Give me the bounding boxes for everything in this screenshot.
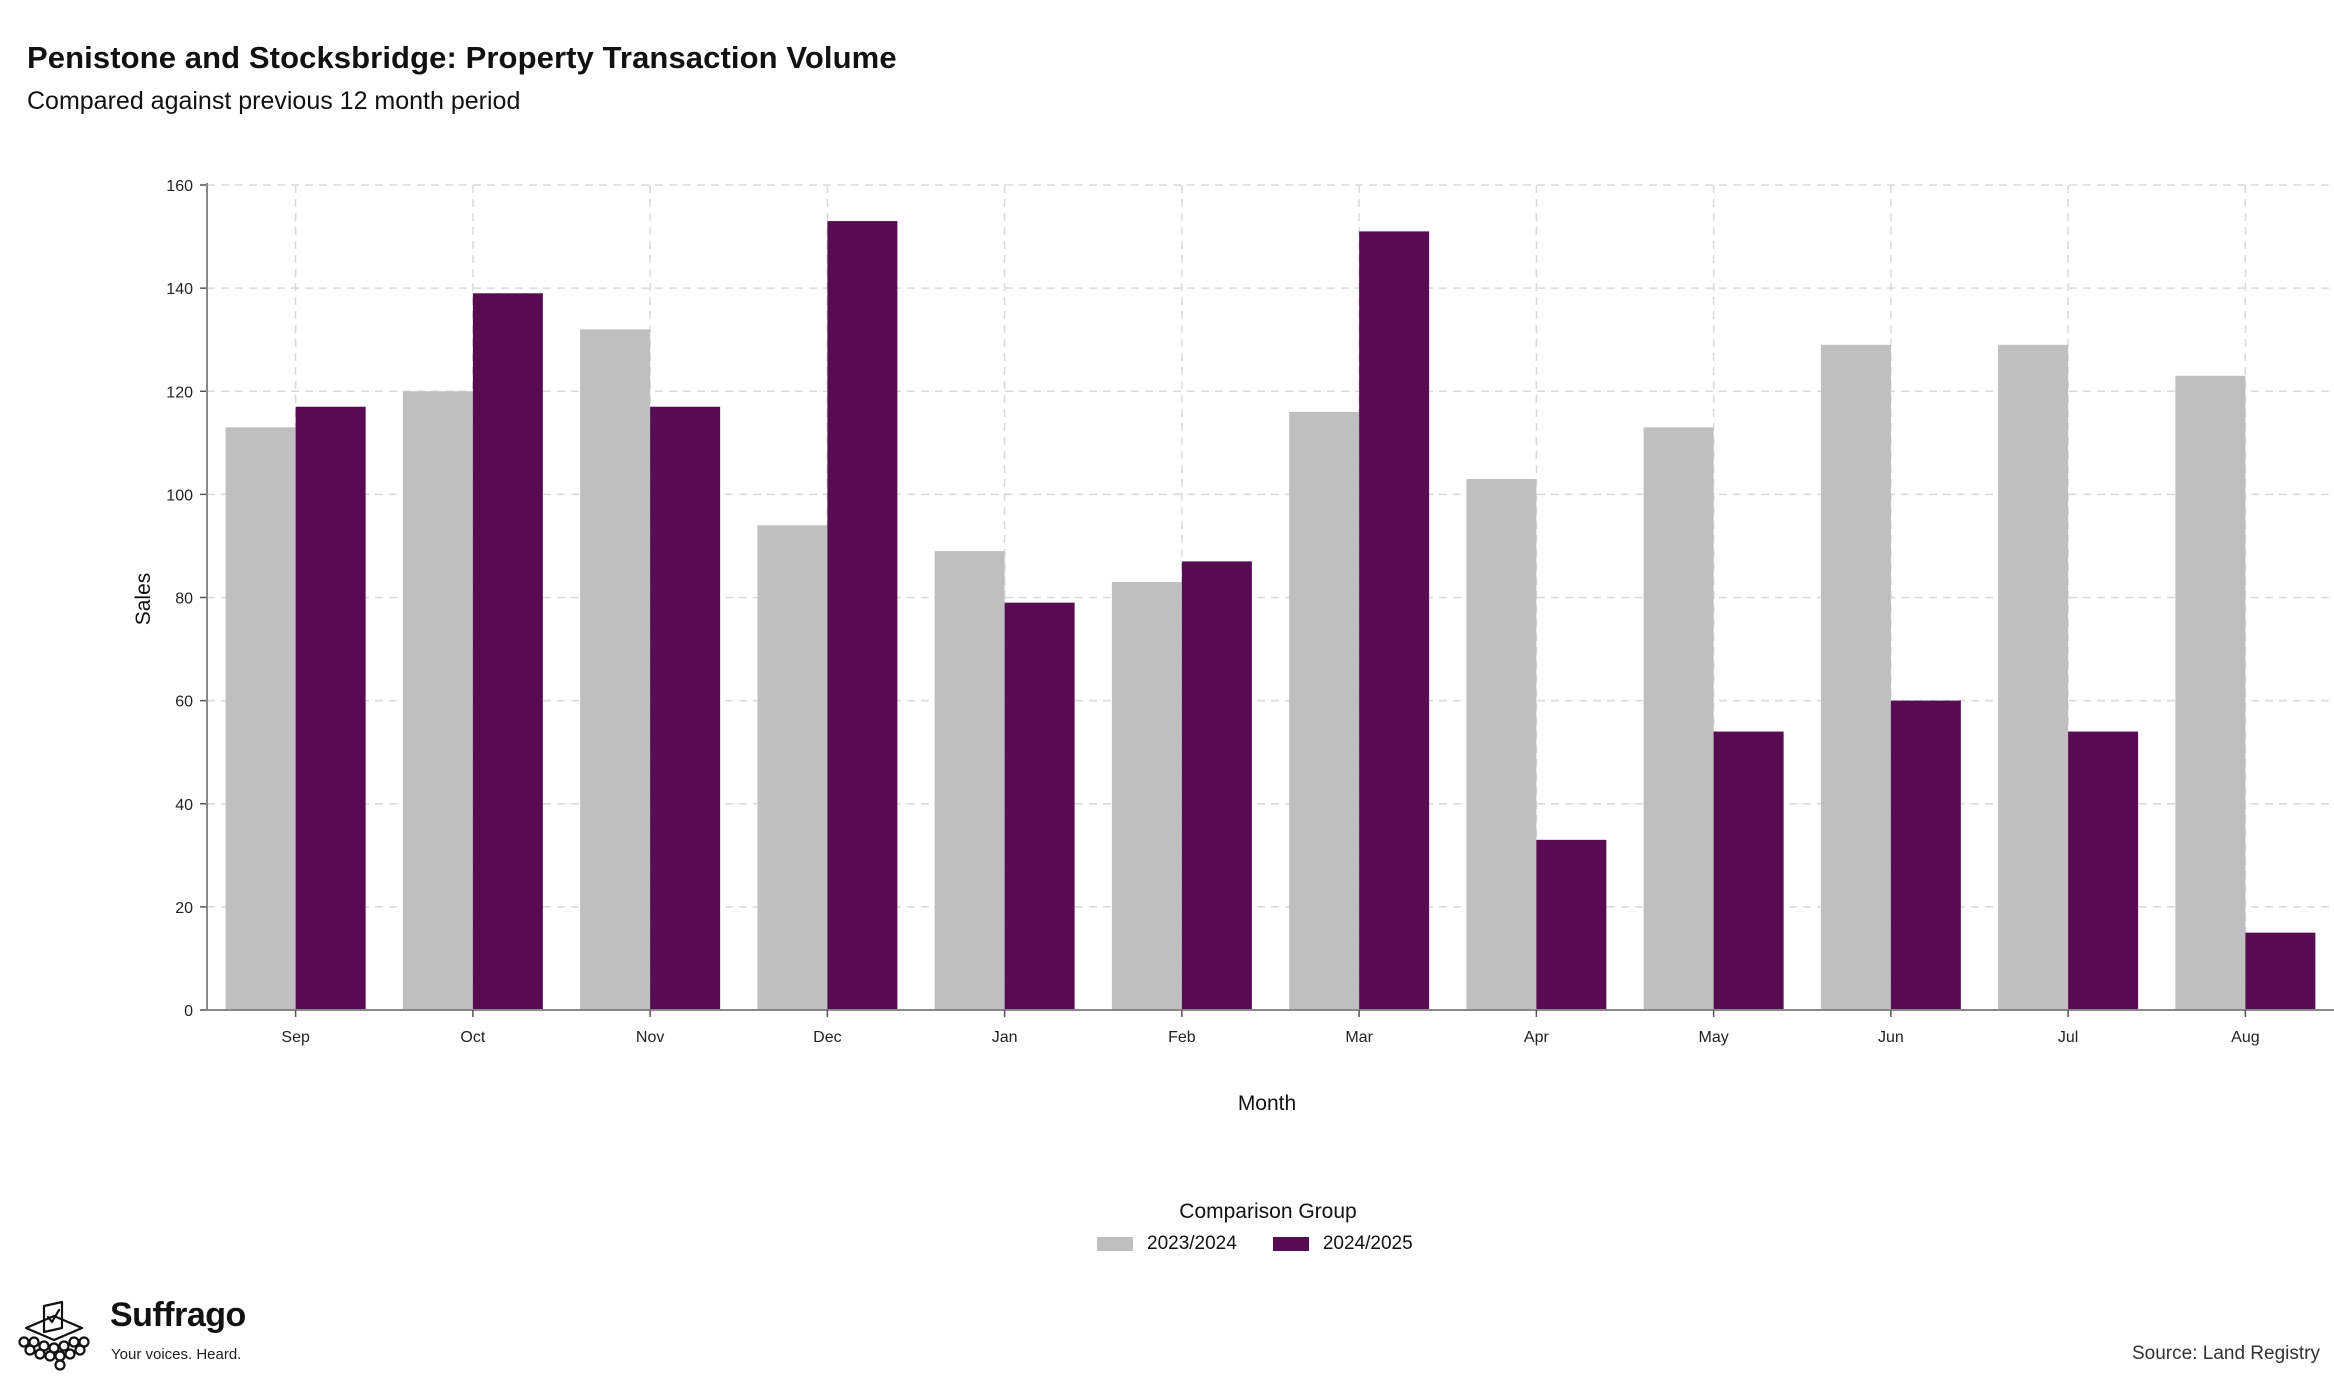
bar-2024-2025-mar: [1359, 231, 1430, 1010]
y-tick-label: 160: [166, 178, 193, 195]
y-tick-label: 0: [184, 1003, 193, 1020]
bar-2024-2025-apr: [1536, 839, 1607, 1010]
x-tick-label: Nov: [636, 1029, 664, 1046]
brand-tagline: Your voices. Heard.: [111, 1346, 242, 1363]
bar-2024-2025-nov: [650, 406, 721, 1010]
x-tick-label: May: [1699, 1029, 1729, 1046]
y-tick-label: 60: [175, 694, 193, 711]
bar-2024-2025-jan: [1004, 602, 1075, 1010]
axes: 0 20 40 60 80 100 120 140 160 Sep Oct Nov Dec Jan Feb M…: [166, 178, 2334, 1046]
bar-2023-2024-apr: [1466, 478, 1537, 1010]
legend-label-2023-2024: 2023/2024: [1147, 1233, 1237, 1254]
bar-2024-2025-jun: [1890, 700, 1961, 1010]
brand-name: Suffrago: [110, 1296, 246, 1334]
bar-2023-2024-nov: [580, 329, 651, 1010]
legend: Comparison Group 2023/2024 2024/2025: [0, 1200, 2334, 1270]
x-tick-label: Mar: [1345, 1029, 1373, 1046]
legend-swatch-2023-2024: [1097, 1237, 1133, 1251]
y-tick-label: 20: [175, 900, 193, 917]
x-tick-label: Apr: [1524, 1029, 1550, 1046]
bar-2023-2024-oct: [402, 391, 473, 1010]
chart-subtitle: Compared against previous 12 month perio…: [27, 87, 521, 115]
chart-title: Penistone and Stocksbridge: Property Tra…: [27, 40, 897, 75]
x-tick-label: Jan: [992, 1029, 1018, 1046]
x-tick-label: Dec: [813, 1029, 841, 1046]
bar-2024-2025-sep: [295, 406, 366, 1010]
y-axis-title: Sales: [132, 573, 155, 626]
y-tick-label: 140: [166, 281, 193, 298]
bar-2023-2024-aug: [2175, 375, 2246, 1010]
legend-title: Comparison Group: [1179, 1200, 1357, 1223]
bar-2024-2025-dec: [827, 221, 898, 1010]
y-tick-label: 40: [175, 797, 193, 814]
legend-item-2024-2025: 2024/2025: [1272, 1233, 1413, 1255]
bar-2024-2025-aug: [2245, 932, 2316, 1010]
legend-item-2023-2024: 2023/2024: [1097, 1233, 1237, 1255]
source-note: Source: Land Registry: [2132, 1343, 2320, 1364]
x-tick-label: Jun: [1878, 1029, 1904, 1046]
bars: [225, 221, 2316, 1010]
bar-2023-2024-sep: [225, 427, 296, 1010]
x-tick-label: Sep: [281, 1029, 310, 1046]
legend-items: 2023/2024 2024/2025: [1097, 1233, 1413, 1255]
bar-2023-2024-jun: [1820, 344, 1891, 1010]
bar-2023-2024-mar: [1289, 411, 1360, 1010]
y-tick-label: 80: [175, 591, 193, 608]
y-tick-label: 120: [166, 384, 193, 401]
bar-2023-2024-feb: [1111, 582, 1182, 1010]
x-tick-label: Oct: [460, 1029, 485, 1046]
bar-2024-2025-jul: [2068, 731, 2139, 1010]
ballot-box-icon: [18, 1300, 90, 1371]
bar-2023-2024-jul: [1998, 344, 2069, 1010]
x-axis-title: Month: [1238, 1092, 1296, 1115]
legend-swatch-2024-2025: [1272, 1237, 1309, 1251]
x-tick-label: Jul: [2058, 1029, 2078, 1046]
bar-2024-2025-feb: [1181, 561, 1252, 1010]
bar-2023-2024-may: [1643, 427, 1714, 1010]
legend-label-2024-2025: 2024/2025: [1322, 1233, 1413, 1254]
bar-2023-2024-jan: [934, 551, 1005, 1010]
brand-logo: Suffrago Your voices. Heard.: [14, 1294, 274, 1374]
x-tick-label: Feb: [1168, 1029, 1196, 1046]
x-tick-label: Aug: [2231, 1029, 2259, 1046]
bar-2024-2025-may: [1713, 731, 1784, 1010]
bar-2023-2024-dec: [757, 525, 828, 1010]
bar-2024-2025-oct: [472, 293, 543, 1010]
y-tick-label: 100: [166, 487, 193, 504]
